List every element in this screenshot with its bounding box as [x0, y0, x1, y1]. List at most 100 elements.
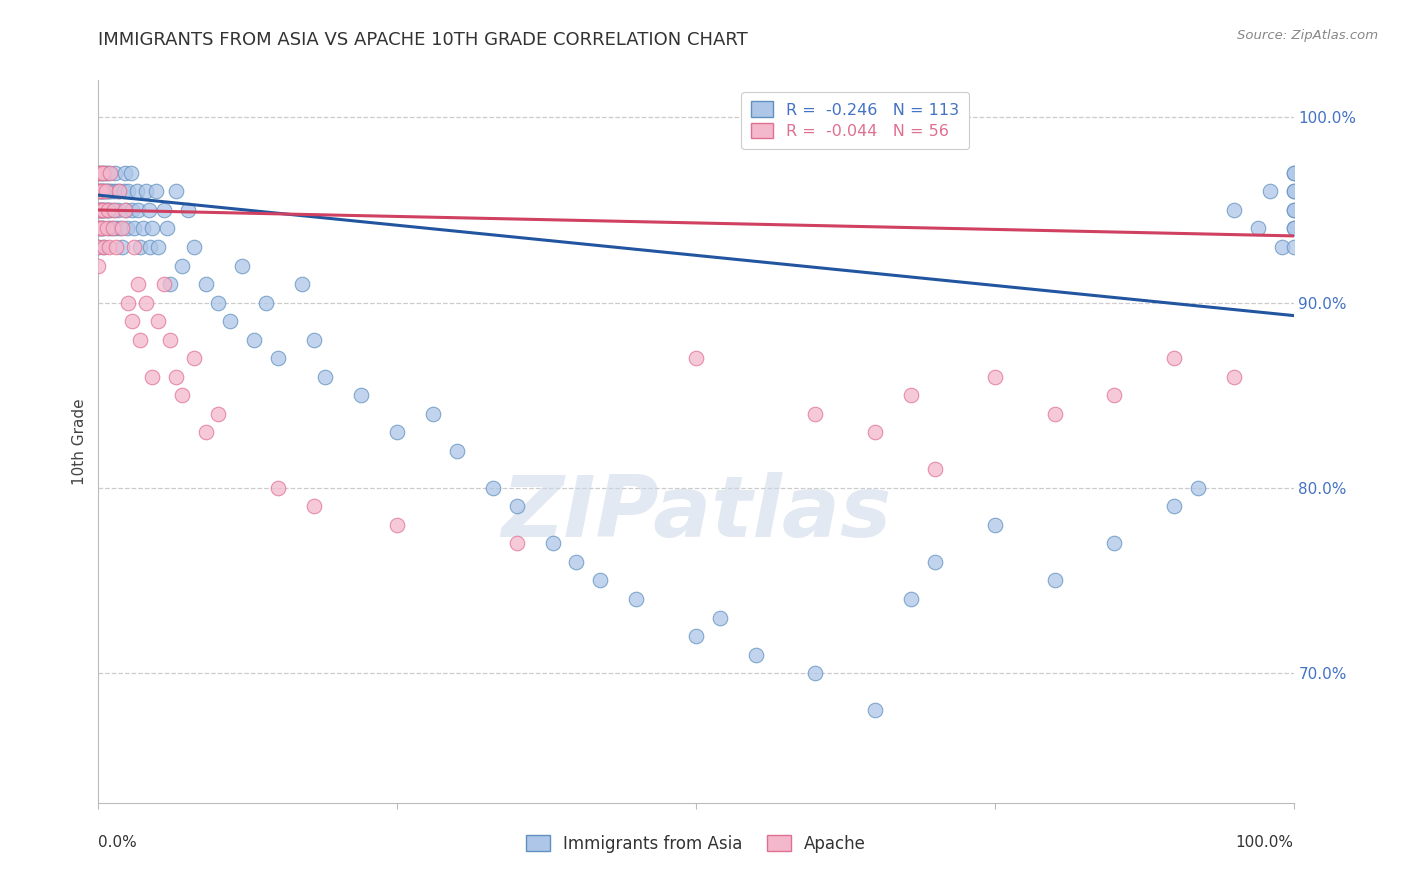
Point	[1043, 407, 1066, 421]
Point	[98, 221, 121, 235]
Point	[900, 592, 922, 607]
Point	[1282, 221, 1305, 235]
Point	[90, 166, 112, 180]
Point	[90, 202, 112, 217]
Point	[114, 166, 136, 180]
Point	[127, 202, 149, 217]
Point	[1271, 240, 1294, 254]
Point	[506, 500, 529, 514]
Point	[87, 185, 110, 199]
Point	[1163, 351, 1185, 366]
Point	[87, 166, 110, 180]
Point	[93, 240, 115, 254]
Point	[1104, 536, 1126, 550]
Point	[865, 703, 887, 717]
Point	[91, 221, 114, 235]
Point	[302, 333, 325, 347]
Text: 100.0%: 100.0%	[1236, 836, 1294, 850]
Point	[120, 166, 142, 180]
Point	[87, 240, 110, 254]
Point	[87, 202, 110, 217]
Point	[924, 555, 946, 569]
Point	[96, 185, 118, 199]
Point	[148, 314, 170, 328]
Point	[865, 425, 887, 440]
Point	[685, 629, 707, 643]
Point	[87, 221, 110, 235]
Point	[155, 221, 177, 235]
Point	[97, 202, 120, 217]
Point	[87, 202, 110, 217]
Point	[183, 240, 205, 254]
Point	[111, 221, 134, 235]
Point	[105, 221, 128, 235]
Point	[107, 185, 129, 199]
Point	[91, 221, 114, 235]
Point	[984, 369, 1007, 384]
Point	[135, 185, 157, 199]
Point	[87, 221, 110, 235]
Point	[984, 517, 1007, 532]
Point	[94, 185, 117, 199]
Point	[804, 407, 827, 421]
Point	[231, 259, 253, 273]
Point	[1104, 388, 1126, 402]
Point	[89, 221, 111, 235]
Point	[165, 185, 187, 199]
Point	[115, 221, 138, 235]
Point	[422, 407, 444, 421]
Point	[87, 185, 110, 199]
Legend: Immigrants from Asia, Apache: Immigrants from Asia, Apache	[519, 828, 873, 860]
Point	[117, 185, 139, 199]
Point	[1223, 369, 1246, 384]
Point	[124, 221, 146, 235]
Point	[89, 221, 111, 235]
Point	[100, 221, 122, 235]
Point	[139, 240, 162, 254]
Y-axis label: 10th Grade: 10th Grade	[72, 398, 87, 485]
Point	[96, 202, 118, 217]
Point	[589, 574, 612, 588]
Point	[267, 351, 290, 366]
Point	[87, 166, 110, 180]
Point	[101, 185, 124, 199]
Point	[103, 202, 125, 217]
Point	[129, 240, 152, 254]
Point	[97, 202, 120, 217]
Point	[385, 517, 409, 532]
Point	[117, 295, 139, 310]
Point	[900, 388, 922, 402]
Point	[565, 555, 588, 569]
Point	[315, 369, 337, 384]
Point	[1282, 221, 1305, 235]
Point	[254, 295, 277, 310]
Point	[183, 351, 205, 366]
Point	[138, 202, 160, 217]
Point	[1282, 202, 1305, 217]
Point	[685, 351, 707, 366]
Point	[93, 185, 115, 199]
Point	[481, 481, 505, 495]
Point	[105, 185, 128, 199]
Point	[90, 185, 112, 199]
Point	[1282, 166, 1305, 180]
Point	[129, 333, 152, 347]
Point	[93, 202, 115, 217]
Point	[91, 185, 114, 199]
Point	[207, 295, 229, 310]
Point	[219, 314, 242, 328]
Point	[153, 202, 176, 217]
Point	[1258, 185, 1281, 199]
Point	[1282, 185, 1305, 199]
Point	[159, 277, 181, 291]
Point	[89, 202, 111, 217]
Point	[124, 240, 146, 254]
Point	[1282, 166, 1305, 180]
Point	[243, 333, 266, 347]
Point	[107, 185, 129, 199]
Point	[101, 221, 124, 235]
Point	[89, 202, 111, 217]
Point	[385, 425, 409, 440]
Point	[141, 221, 163, 235]
Point	[745, 648, 768, 662]
